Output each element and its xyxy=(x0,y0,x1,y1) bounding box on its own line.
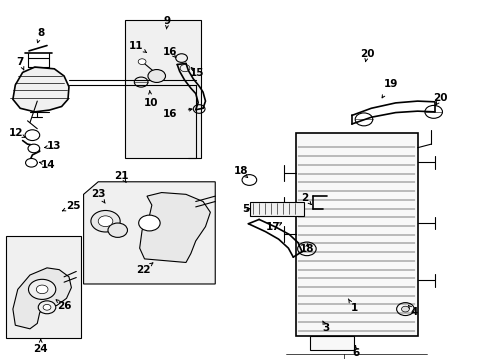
Polygon shape xyxy=(13,268,71,329)
Text: 6: 6 xyxy=(351,348,359,358)
Text: 9: 9 xyxy=(163,17,171,27)
Text: 25: 25 xyxy=(66,201,81,211)
Bar xyxy=(5,236,81,338)
Circle shape xyxy=(148,69,165,82)
Circle shape xyxy=(138,59,146,64)
Text: 13: 13 xyxy=(47,141,61,151)
FancyBboxPatch shape xyxy=(310,336,353,350)
Circle shape xyxy=(98,216,113,226)
Circle shape xyxy=(43,305,51,310)
Text: 20: 20 xyxy=(359,49,374,59)
Text: 1: 1 xyxy=(350,303,357,313)
Text: 4: 4 xyxy=(409,307,417,316)
Circle shape xyxy=(36,285,48,294)
Text: 11: 11 xyxy=(129,41,143,50)
Text: 8: 8 xyxy=(37,28,44,38)
Text: 24: 24 xyxy=(33,343,48,354)
Text: 12: 12 xyxy=(9,129,23,138)
Text: 22: 22 xyxy=(136,265,150,275)
Circle shape xyxy=(28,144,40,153)
Text: 26: 26 xyxy=(57,301,71,311)
Circle shape xyxy=(91,211,120,232)
Text: 18: 18 xyxy=(299,244,313,254)
Bar xyxy=(250,202,304,216)
Circle shape xyxy=(38,301,56,314)
Text: 3: 3 xyxy=(322,323,329,333)
Text: 16: 16 xyxy=(163,46,177,57)
Polygon shape xyxy=(83,182,215,284)
Text: 10: 10 xyxy=(143,98,158,108)
Text: 20: 20 xyxy=(432,93,447,103)
Text: 14: 14 xyxy=(41,159,56,170)
Circle shape xyxy=(139,215,160,231)
Bar xyxy=(125,21,200,158)
Text: 17: 17 xyxy=(265,222,280,232)
Bar xyxy=(295,133,417,336)
Circle shape xyxy=(28,279,56,300)
Polygon shape xyxy=(140,193,210,262)
Text: 19: 19 xyxy=(383,79,397,89)
Text: 21: 21 xyxy=(114,171,129,181)
Text: 23: 23 xyxy=(91,189,105,199)
Text: 15: 15 xyxy=(189,68,204,78)
Text: 7: 7 xyxy=(17,57,24,67)
Text: 2: 2 xyxy=(301,193,308,203)
Circle shape xyxy=(25,158,37,167)
Circle shape xyxy=(401,306,408,312)
Text: 5: 5 xyxy=(242,204,248,214)
Text: 16: 16 xyxy=(163,109,177,119)
Text: 18: 18 xyxy=(233,166,247,176)
Polygon shape xyxy=(13,67,69,112)
Circle shape xyxy=(108,223,127,237)
